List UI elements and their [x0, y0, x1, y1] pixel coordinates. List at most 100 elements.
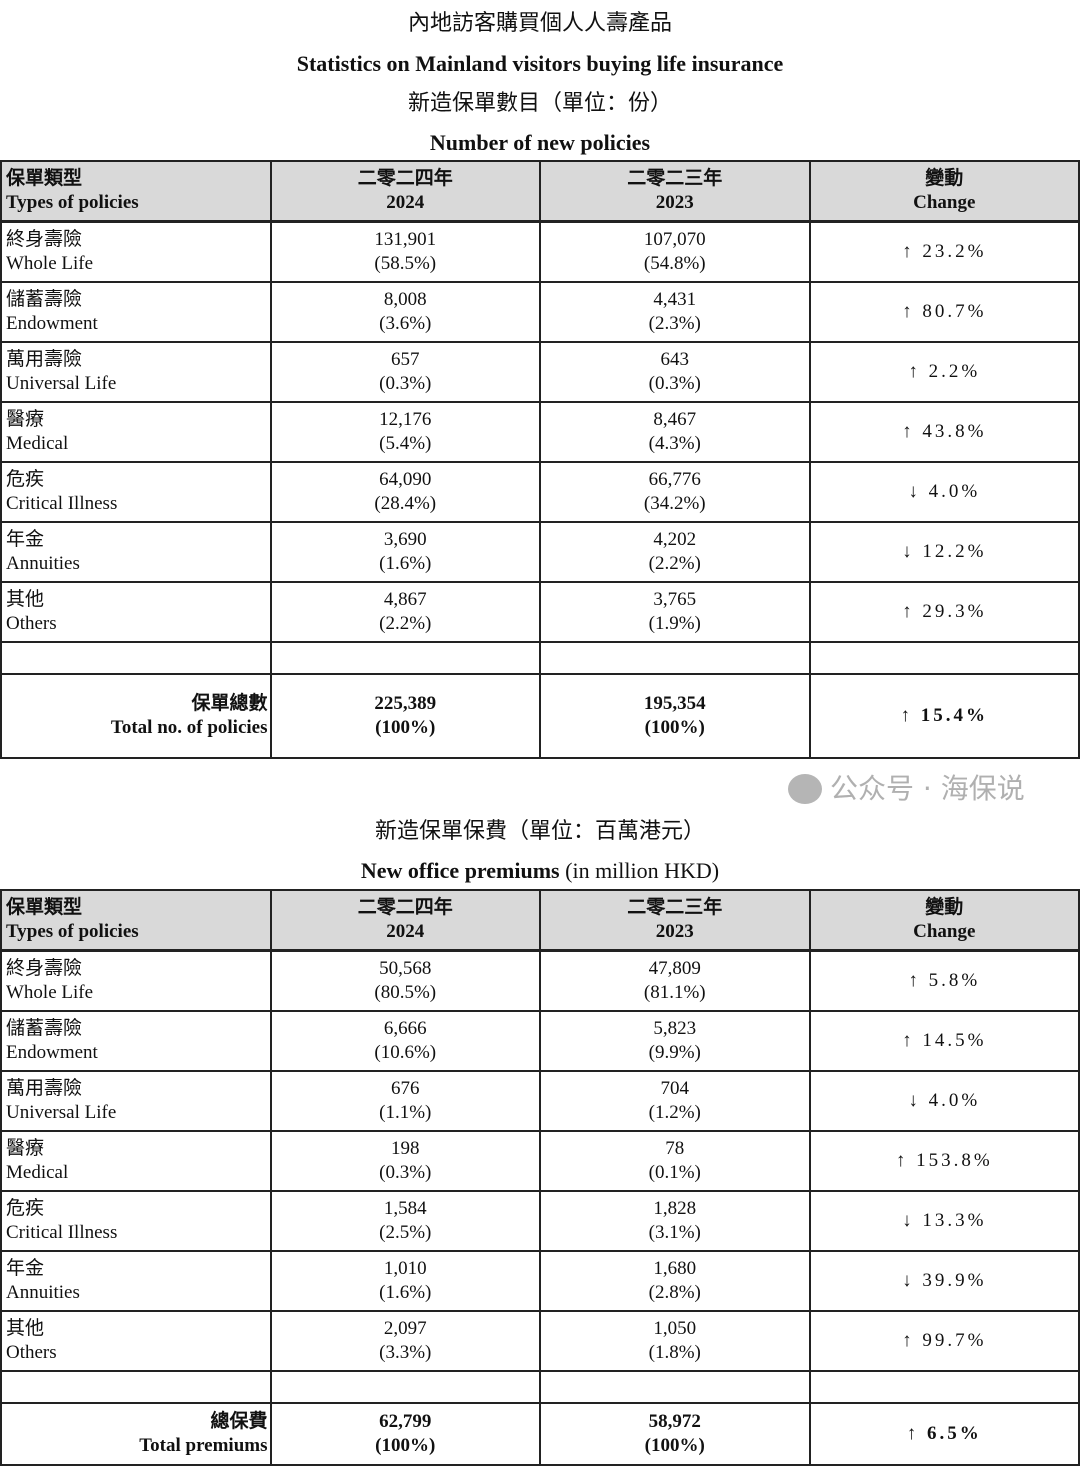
- value-2024-cell: 2,097 (3.3%): [269, 1310, 541, 1372]
- value-2024-cell: 64,090 (28.4%): [269, 461, 541, 523]
- value-2024: 131,901: [374, 229, 437, 250]
- change-cell: ↑ 99.7%: [808, 1310, 1080, 1372]
- value-2023: 78: [665, 1138, 685, 1159]
- blank-row: [0, 1370, 1080, 1404]
- type-en: Others: [6, 613, 57, 634]
- change-cell: ↓ 39.9%: [808, 1250, 1080, 1312]
- share-2023: (2.3%): [648, 313, 701, 334]
- change-cell: ↑ 14.5%: [808, 1010, 1080, 1072]
- type-zh: 終身壽險: [6, 229, 83, 250]
- value-2024: 225,389: [374, 693, 437, 714]
- type-zh: 醫療: [6, 1138, 45, 1159]
- type-en: Medical: [6, 433, 69, 454]
- value-2024-cell: 1,584 (2.5%): [269, 1190, 541, 1252]
- value-2023: 4,431: [653, 289, 697, 310]
- share-2024: (10.6%): [374, 1042, 437, 1063]
- type-cell: 終身壽險 Whole Life: [0, 220, 272, 283]
- value-2023: 704: [660, 1078, 690, 1099]
- type-en: Critical Illness: [6, 493, 118, 514]
- table-row: 萬用壽險 Universal Life 657 (0.3%) 643 (0.3%) ↑…: [0, 341, 1080, 403]
- change-cell: ↑ 15.4%: [808, 673, 1080, 759]
- value-2023-cell: 107,070 (54.8%): [539, 220, 811, 283]
- type-en: Endowment: [6, 1042, 98, 1063]
- share-2024: (5.4%): [379, 433, 432, 454]
- value-2024-cell: 12,176 (5.4%): [269, 401, 541, 463]
- change-cell: ↑ 6.5%: [808, 1402, 1080, 1466]
- table-row: 儲蓄壽險 Endowment 6,666 (10.6%) 5,823 (9.9%) ↑…: [0, 1010, 1080, 1072]
- table-row: 醫療 Medical 198 (0.3%) 78 (0.1%) ↑ 153.8%: [0, 1130, 1080, 1192]
- value-2024-cell: 3,690 (1.6%): [269, 521, 541, 583]
- value-2023-cell: 66,776 (34.2%): [539, 461, 811, 523]
- header-row: 保單類型 Types of policies 二零二四年 2024 二零二三年 2023 變…: [0, 160, 1080, 223]
- premiums-table: 保單類型 Types of policies 二零二四年 2024 二零二三年 2023 變…: [0, 889, 1080, 1466]
- column-header-zh: 二零二四年: [357, 897, 453, 918]
- type-en: Whole Life: [6, 982, 94, 1003]
- value-2024-cell: 62,799 (100%): [269, 1402, 541, 1466]
- type-zh: 萬用壽險: [6, 349, 83, 370]
- share-2023: (100%): [644, 1435, 705, 1456]
- column-header: 二零二四年 2024: [269, 160, 541, 223]
- type-cell: 醫療 Medical: [0, 1130, 272, 1192]
- value-2023-cell: 195,354 (100%): [539, 673, 811, 759]
- share-2024: (1.6%): [379, 1282, 432, 1303]
- type-zh: 年金: [6, 1258, 45, 1279]
- value-2024: 62,799: [379, 1411, 432, 1432]
- share-2024: (1.6%): [379, 553, 432, 574]
- value-2023: 643: [660, 349, 690, 370]
- type-zh: 儲蓄壽險: [6, 289, 83, 310]
- share-2023: (1.8%): [648, 1342, 701, 1363]
- column-header-en: 2024: [386, 192, 425, 213]
- value-2023-cell: 1,680 (2.8%): [539, 1250, 811, 1312]
- value-2023-cell: 47,809 (81.1%): [539, 949, 811, 1012]
- type-cell: 儲蓄壽險 Endowment: [0, 1010, 272, 1072]
- type-zh: 其他: [6, 1318, 45, 1339]
- type-cell: 終身壽險 Whole Life: [0, 949, 272, 1012]
- value-2024: 6,666: [383, 1018, 427, 1039]
- share-2024: (3.6%): [379, 313, 432, 334]
- share-2023: (3.1%): [648, 1222, 701, 1243]
- table-row: 危疾 Critical Illness 64,090 (28.4%) 66,776 (…: [0, 461, 1080, 523]
- table-row: 年金 Annuities 3,690 (1.6%) 4,202 (2.2%) ↓ 12…: [0, 521, 1080, 583]
- share-2023: (2.2%): [648, 553, 701, 574]
- value-2024-cell: 198 (0.3%): [269, 1130, 541, 1192]
- change-cell: ↑ 80.7%: [808, 281, 1080, 343]
- value-2024: 1,584: [383, 1198, 427, 1219]
- blank-row: [0, 641, 1080, 675]
- value-2023: 58,972: [648, 1411, 701, 1432]
- column-header-zh: 二零二三年: [627, 168, 723, 189]
- value-2024-cell: 50,568 (80.5%): [269, 949, 541, 1012]
- share-2023: (100%): [644, 717, 705, 738]
- value-2024: 8,008: [383, 289, 427, 310]
- table-row: 終身壽險 Whole Life 131,901 (58.5%) 107,070 (54…: [0, 220, 1080, 283]
- value-2023: 1,050: [653, 1318, 697, 1339]
- type-zh: 萬用壽險: [6, 1078, 83, 1099]
- header-row: 保單類型 Types of policies 二零二四年 2024 二零二三年 2023 變…: [0, 889, 1080, 952]
- value-2023-cell: 1,050 (1.8%): [539, 1310, 811, 1372]
- share-2024: (0.3%): [379, 373, 432, 394]
- value-2023: 1,828: [653, 1198, 697, 1219]
- column-header-en: Change: [913, 192, 976, 213]
- share-2024: (2.5%): [379, 1222, 432, 1243]
- subtitle-en-bold: New office premiums: [360, 858, 560, 883]
- share-2023: (2.8%): [648, 1282, 701, 1303]
- watermark-text: 公众号 · 海保说: [830, 772, 1025, 805]
- change-cell: ↓ 13.3%: [808, 1190, 1080, 1252]
- value-2024: 4,867: [383, 589, 427, 610]
- change-cell: ↑ 2.2%: [808, 341, 1080, 403]
- section2-subtitle-zh: 新造保單保費（單位：百萬港元）: [374, 818, 705, 843]
- value-2024-cell: 1,010 (1.6%): [269, 1250, 541, 1312]
- change-cell: ↓ 12.2%: [808, 521, 1080, 583]
- title-en: Statistics on Mainland visitors buying l…: [296, 51, 784, 76]
- section1-subtitle-en: Number of new policies: [429, 130, 651, 155]
- type-cell: 危疾 Critical Illness: [0, 1190, 272, 1252]
- column-header: 保單類型 Types of policies: [0, 889, 272, 952]
- type-zh: 危疾: [6, 469, 45, 490]
- change-cell: ↑ 153.8%: [808, 1130, 1080, 1192]
- share-2024: (2.2%): [379, 613, 432, 634]
- type-en: Endowment: [6, 313, 98, 334]
- value-2023: 66,776: [648, 469, 701, 490]
- value-2023: 3,765: [653, 589, 697, 610]
- value-2023: 8,467: [653, 409, 697, 430]
- value-2024: 1,010: [383, 1258, 427, 1279]
- share-2024: (100%): [375, 1435, 436, 1456]
